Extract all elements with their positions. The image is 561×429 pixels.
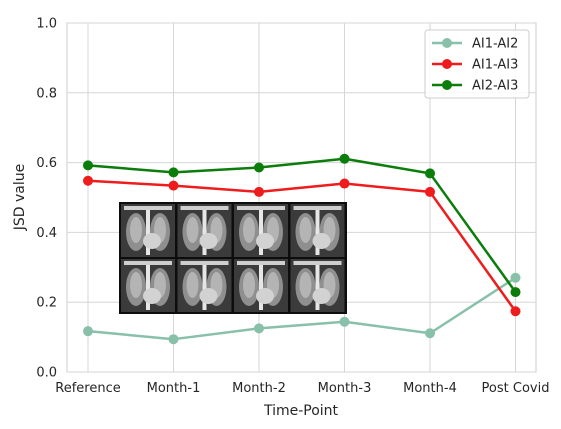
data-point <box>339 153 350 164</box>
data-series <box>83 153 521 345</box>
data-point <box>254 186 264 197</box>
data-point <box>339 316 350 327</box>
x-tick-label: Post Covid <box>482 381 550 396</box>
xray-thumbnail <box>177 204 232 257</box>
xray-thumbnail-grid <box>119 202 347 314</box>
legend-swatch-marker <box>442 59 452 69</box>
data-point <box>510 306 521 317</box>
data-point <box>83 175 93 186</box>
data-point <box>425 328 435 339</box>
y-axis-label: JSD value <box>12 164 28 232</box>
data-point <box>510 287 521 298</box>
x-tick-label: Month-4 <box>403 381 457 396</box>
y-tick-label: 0.8 <box>36 86 57 101</box>
xray-thumbnail <box>234 204 288 257</box>
data-point <box>425 168 435 179</box>
data-point <box>254 323 264 334</box>
data-point <box>510 272 521 283</box>
y-tick-label: 1.0 <box>36 17 57 32</box>
y-tick-labels: 0.0 0.2 0.4 0.6 0.8 1.0 <box>36 17 57 381</box>
x-axis-label: Time-Point <box>263 403 339 419</box>
data-point <box>254 162 264 173</box>
xray-thumbnail <box>121 204 175 257</box>
x-tick-label: Month-3 <box>318 381 372 396</box>
y-tick-label: 0.0 <box>36 366 57 381</box>
legend-label: AI2-AI3 <box>472 79 518 94</box>
xray-thumbnail <box>290 259 345 312</box>
data-point <box>83 326 93 337</box>
x-tick-label: Reference <box>55 381 120 396</box>
xray-thumbnail <box>177 259 232 312</box>
data-point <box>168 180 179 191</box>
x-tick-label: Month-2 <box>232 381 286 396</box>
x-tick-labels: Reference Month-1 Month-2 Month-3 Month-4 Pos… <box>55 381 549 396</box>
y-tick-label: 0.2 <box>36 296 57 311</box>
data-point <box>168 334 179 345</box>
xray-thumbnail <box>121 259 175 312</box>
xray-thumbnail <box>290 204 345 257</box>
y-tick-label: 0.4 <box>36 226 57 241</box>
data-point <box>425 186 435 197</box>
y-tick-label: 0.6 <box>36 156 57 171</box>
data-point <box>339 178 350 189</box>
legend-swatch-marker <box>442 38 452 48</box>
legend-box <box>424 29 530 99</box>
data-point <box>168 167 179 178</box>
legend: AI1-AI2 AI1-AI3 AI2-AI3 <box>424 29 530 99</box>
data-point <box>83 160 93 171</box>
series-line-ai1-ai2 <box>87 276 517 341</box>
legend-label: AI1-AI3 <box>472 58 518 73</box>
xray-thumbnail <box>234 259 288 312</box>
x-tick-label: Month-1 <box>147 381 201 396</box>
series-line-ai1-ai3 <box>87 179 517 313</box>
series-line-ai2-ai3 <box>87 157 517 293</box>
legend-label: AI1-AI2 <box>472 37 518 52</box>
legend-swatch-marker <box>442 80 452 90</box>
